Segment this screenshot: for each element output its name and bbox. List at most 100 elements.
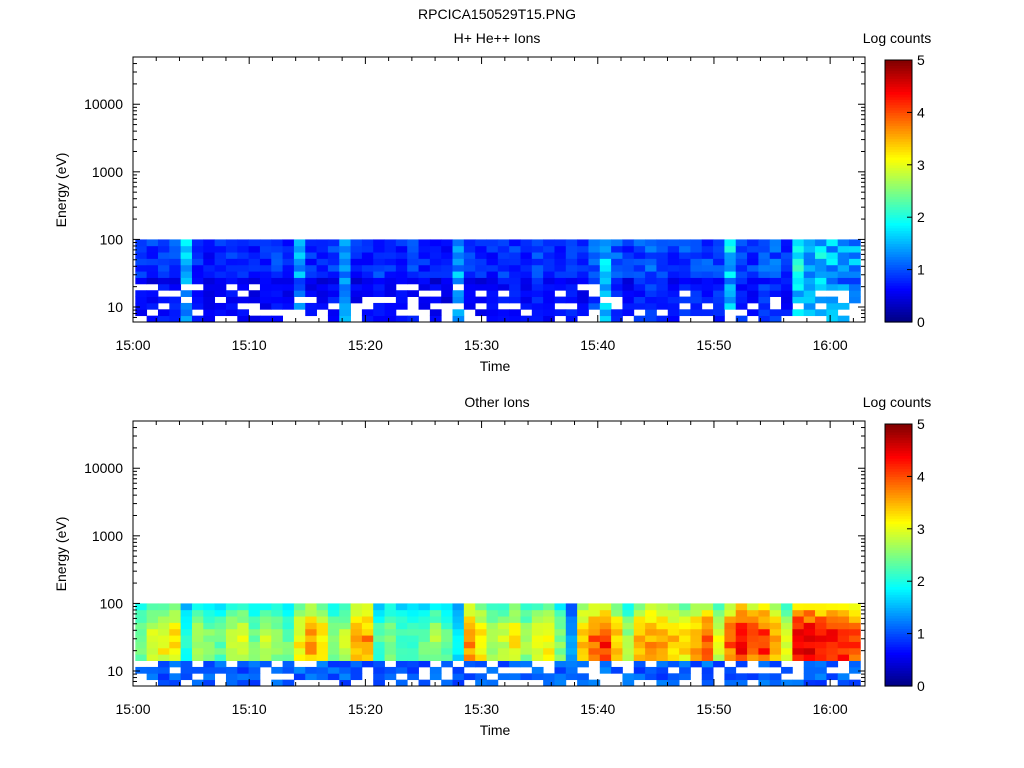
heatmap-cell bbox=[305, 258, 317, 266]
heatmap-cell bbox=[826, 603, 839, 611]
colorbar-swatch bbox=[885, 193, 912, 197]
heatmap-cell bbox=[701, 622, 714, 630]
heatmap-cell bbox=[633, 616, 646, 623]
heatmap-cell bbox=[395, 628, 408, 636]
colorbar-swatch bbox=[885, 162, 912, 166]
heatmap-cell bbox=[316, 283, 329, 291]
heatmap-cell bbox=[214, 283, 227, 291]
heatmap-cell bbox=[282, 290, 295, 297]
heatmap-cell bbox=[475, 296, 487, 304]
heatmap-cell bbox=[520, 660, 533, 668]
heatmap-cell bbox=[690, 616, 703, 623]
heatmap-cell bbox=[418, 609, 431, 617]
heatmap-cell bbox=[395, 264, 408, 272]
heatmap-cell bbox=[781, 277, 793, 285]
heatmap-cell bbox=[271, 283, 283, 291]
heatmap-cell bbox=[724, 258, 737, 266]
heatmap-cell bbox=[679, 622, 691, 630]
colorbar-swatch bbox=[885, 510, 912, 514]
heatmap-cell bbox=[203, 654, 216, 661]
heatmap-cell bbox=[248, 239, 261, 247]
heatmap-cell bbox=[577, 628, 589, 636]
heatmap-cell bbox=[554, 271, 567, 278]
heatmap-cell bbox=[407, 271, 419, 278]
colorbar-swatch bbox=[885, 586, 912, 590]
heatmap-cell bbox=[599, 666, 612, 674]
colorbar-swatch bbox=[885, 484, 912, 488]
heatmap-cell bbox=[305, 616, 317, 623]
heatmap-cell bbox=[622, 679, 635, 687]
colorbar-swatch bbox=[885, 541, 912, 546]
heatmap-cell bbox=[554, 245, 567, 253]
heatmap-cell bbox=[463, 660, 476, 668]
heatmap-cell bbox=[293, 283, 306, 291]
heatmap-cell bbox=[169, 258, 182, 266]
heatmap-cell bbox=[157, 296, 170, 304]
heatmap-cell bbox=[599, 603, 612, 611]
colorbar-swatch bbox=[885, 214, 912, 218]
heatmap-cell bbox=[645, 277, 657, 285]
heatmap-cell bbox=[633, 635, 646, 642]
heatmap-cell bbox=[486, 622, 499, 630]
heatmap-cell bbox=[350, 616, 363, 623]
heatmap-cell bbox=[429, 315, 442, 323]
heatmap-cell bbox=[339, 679, 351, 687]
heatmap-cell bbox=[554, 622, 567, 630]
colorbar-swatch bbox=[885, 513, 912, 517]
heatmap-cell bbox=[531, 666, 544, 674]
heatmap-cell bbox=[146, 302, 159, 310]
heatmap-cell bbox=[316, 302, 329, 310]
heatmap-cell bbox=[259, 271, 272, 278]
heatmap-cell bbox=[724, 666, 737, 674]
colorbar-tick-label: 1 bbox=[917, 262, 925, 278]
heatmap-cell bbox=[407, 239, 419, 247]
heatmap-cell bbox=[690, 258, 703, 266]
heatmap-cell bbox=[656, 654, 669, 661]
heatmap-cell bbox=[203, 296, 216, 304]
heatmap-cell bbox=[735, 673, 748, 681]
colorbar-swatch bbox=[885, 311, 912, 315]
heatmap-cell bbox=[690, 622, 703, 630]
heatmap-cell bbox=[225, 622, 238, 630]
heatmap-cell bbox=[395, 277, 408, 285]
heatmap-cell bbox=[803, 264, 816, 272]
heatmap-cell bbox=[815, 271, 827, 278]
heatmap-cell bbox=[486, 239, 499, 247]
colorbar-swatch bbox=[885, 264, 912, 268]
heatmap-cell bbox=[667, 309, 680, 317]
heatmap-cell bbox=[792, 277, 805, 285]
heatmap-cell bbox=[361, 647, 374, 655]
heatmap-cell bbox=[599, 628, 612, 636]
heatmap-cell bbox=[611, 647, 623, 655]
heatmap-cell bbox=[509, 641, 521, 649]
heatmap-cell bbox=[225, 647, 238, 655]
heatmap-cell bbox=[577, 654, 589, 661]
heatmap-cell bbox=[531, 315, 544, 323]
heatmap-cell bbox=[350, 271, 363, 278]
heatmap-cell bbox=[645, 622, 657, 630]
heatmap-cell bbox=[463, 603, 476, 611]
heatmap-cell bbox=[225, 296, 238, 304]
heatmap-cell bbox=[225, 258, 238, 266]
heatmap-cell bbox=[724, 264, 737, 272]
heatmap-cell bbox=[543, 673, 555, 681]
heatmap-cell bbox=[622, 271, 635, 278]
heatmap-cell bbox=[248, 315, 261, 323]
heatmap-cell bbox=[701, 660, 714, 668]
heatmap-cell bbox=[327, 660, 340, 668]
heatmap-cell bbox=[135, 647, 148, 655]
colorbar-swatch bbox=[885, 452, 912, 457]
heatmap-cell bbox=[395, 679, 408, 687]
heatmap-cell bbox=[633, 628, 646, 636]
heatmap-cell bbox=[418, 647, 431, 655]
heatmap-cell bbox=[713, 277, 725, 285]
heatmap-cell bbox=[361, 258, 374, 266]
heatmap-cell bbox=[429, 654, 442, 661]
heatmap-cell bbox=[792, 252, 805, 259]
heatmap-cell bbox=[520, 628, 533, 636]
heatmap-cell bbox=[452, 290, 465, 297]
heatmap-cell bbox=[418, 628, 431, 636]
heatmap-cell bbox=[259, 609, 272, 617]
heatmap-cell bbox=[407, 277, 419, 285]
heatmap-cell bbox=[611, 315, 623, 323]
